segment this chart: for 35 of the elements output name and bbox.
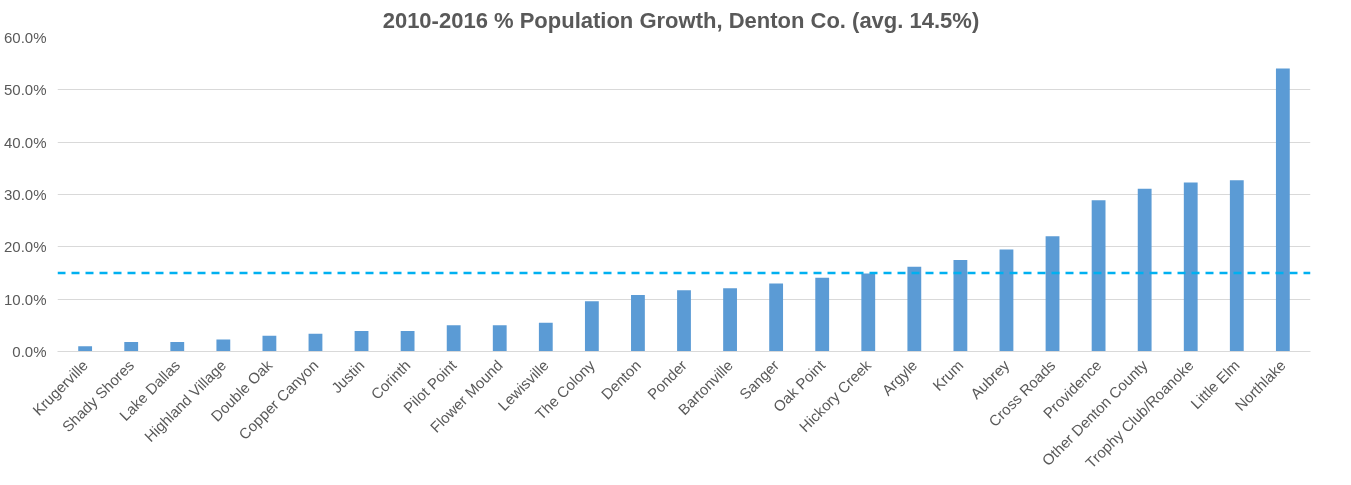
bar — [354, 331, 369, 352]
bar — [999, 249, 1014, 352]
bar — [400, 331, 415, 352]
bar — [953, 259, 968, 352]
y-tick-label: 60.0% — [3, 29, 47, 46]
y-tick-label: 10.0% — [3, 290, 47, 308]
y-tick-label: 40.0% — [3, 133, 47, 151]
bar — [1045, 236, 1060, 352]
bar — [723, 288, 737, 352]
bar — [907, 266, 922, 352]
bar — [769, 283, 784, 352]
bar — [815, 277, 830, 352]
bar — [631, 294, 645, 352]
bar — [124, 342, 139, 352]
bar — [1137, 188, 1152, 352]
bar — [216, 339, 231, 352]
bar — [1275, 68, 1290, 352]
bar — [492, 325, 507, 352]
bar — [262, 335, 277, 352]
bar — [170, 342, 185, 352]
y-tick-label: 0.0% — [12, 343, 47, 360]
bar — [1229, 180, 1244, 352]
bar — [677, 290, 691, 352]
bar — [538, 322, 553, 352]
bar — [308, 333, 323, 352]
bar — [1183, 182, 1198, 352]
y-tick-label: 20.0% — [3, 238, 47, 256]
bar — [446, 325, 461, 352]
bar — [78, 346, 93, 352]
chart-title: 2010-2016 % Population Growth, Denton Co. (avg. 14.5%) — [382, 7, 980, 33]
y-tick-label: 30.0% — [3, 186, 47, 203]
bar — [1091, 200, 1106, 352]
bar — [584, 301, 599, 352]
bar — [861, 273, 876, 352]
y-tick-label: 50.0% — [3, 81, 47, 99]
